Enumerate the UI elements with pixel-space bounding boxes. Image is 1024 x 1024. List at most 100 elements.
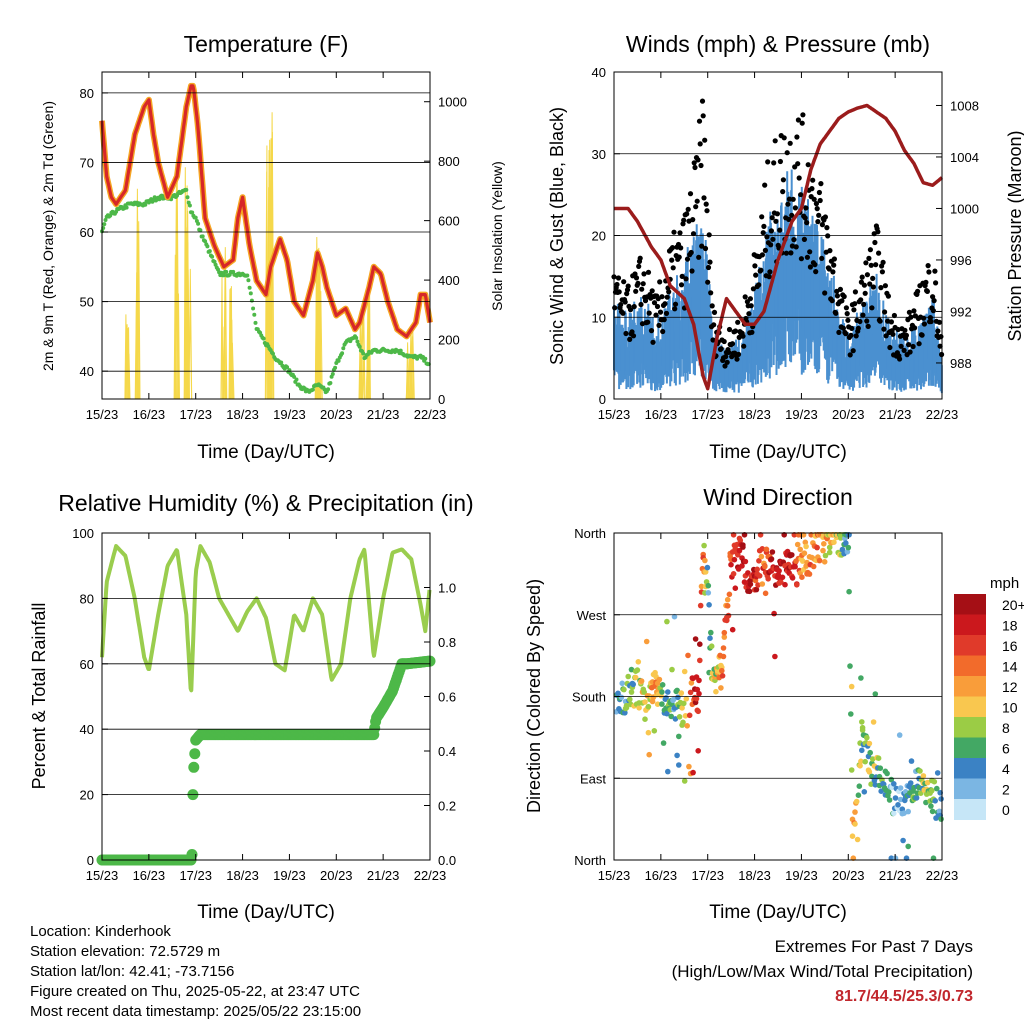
gust-point — [637, 255, 643, 261]
direction-point — [905, 808, 911, 815]
gust-point — [762, 247, 769, 253]
gust-point — [815, 219, 821, 225]
gust-point — [672, 306, 678, 312]
direction-point — [632, 674, 639, 681]
gust-point — [822, 214, 829, 220]
gust-point — [767, 269, 773, 275]
gust-point — [826, 266, 832, 272]
direction-point — [721, 629, 728, 636]
gust-point — [653, 312, 659, 318]
gust-point — [859, 274, 865, 280]
direction-point — [724, 617, 730, 624]
direction-axes: 15/23 16/23 17/23 18/23 19/23 20/23 21/23 22/23… — [572, 526, 958, 883]
direction-point — [891, 781, 897, 787]
direction-point — [681, 668, 688, 675]
gust-point — [726, 349, 732, 355]
gust-point — [933, 280, 939, 286]
gust-point — [690, 231, 697, 237]
colorbar-label: 14 — [1002, 659, 1018, 675]
gust-point — [761, 223, 767, 229]
gust-point — [857, 318, 863, 325]
direction-point — [718, 685, 724, 691]
gust-point — [702, 245, 709, 252]
y2-tick-label: 1.0 — [438, 581, 456, 596]
gust-point — [685, 206, 691, 212]
direction-point — [705, 582, 712, 589]
gust-point — [850, 348, 856, 354]
gust-point — [870, 275, 876, 281]
direction-point — [936, 808, 943, 815]
solar-insolation-spike — [230, 342, 235, 400]
direction-point — [891, 810, 897, 817]
dewpoint-point — [326, 387, 331, 392]
colorbar-swatch — [954, 758, 986, 779]
x-tick-label: 17/23 — [691, 407, 724, 422]
direction-point — [696, 690, 702, 697]
direction-point — [734, 541, 740, 548]
direction-point — [928, 803, 934, 809]
dewpoint-point — [253, 320, 258, 325]
direction-point — [934, 785, 940, 792]
gust-point — [811, 196, 817, 202]
x-tick-label: 16/23 — [133, 868, 166, 883]
gust-point — [721, 338, 727, 345]
gust-point — [676, 254, 682, 260]
direction-point — [724, 596, 731, 603]
gust-point — [772, 138, 778, 144]
y-tick-label: North — [574, 853, 606, 868]
direction-point — [656, 676, 663, 683]
direction-point — [849, 833, 856, 839]
direction-point — [867, 749, 873, 756]
gust-point — [732, 328, 739, 334]
gust-point — [671, 229, 677, 235]
solar-insolation-spike — [223, 260, 227, 400]
gust-point — [620, 310, 626, 316]
direction-point — [671, 613, 678, 620]
gust-point — [753, 272, 759, 278]
x-tick-label: 21/23 — [879, 407, 912, 422]
winds-ylabel-right: Station Pressure (Maroon) — [1005, 130, 1024, 341]
dewpoint-point — [124, 205, 129, 210]
direction-point — [938, 796, 944, 802]
gust-point — [645, 269, 652, 275]
direction-point — [762, 563, 768, 570]
gust-point — [781, 135, 787, 141]
gust-point — [788, 250, 794, 256]
dewpoint-point — [102, 222, 107, 227]
direction-title: Wind Direction — [703, 484, 853, 510]
gust-point — [678, 245, 684, 251]
direction-point — [660, 740, 667, 746]
x-tick-label: 17/23 — [691, 868, 724, 883]
direction-point — [621, 686, 627, 693]
gust-point — [816, 212, 822, 218]
dewpoint-point — [336, 358, 341, 363]
gust-point — [747, 296, 754, 302]
gust-point — [638, 301, 644, 308]
gust-point — [836, 329, 842, 335]
gust-point — [758, 267, 764, 273]
gust-point — [795, 161, 801, 167]
direction-point — [938, 816, 944, 822]
gust-point — [691, 160, 697, 166]
direction-point — [630, 681, 636, 688]
gust-point — [697, 141, 703, 147]
direction-point — [843, 540, 849, 546]
direction-point — [731, 556, 738, 563]
gust-point — [662, 301, 668, 307]
direction-point — [794, 582, 800, 588]
gust-point — [649, 288, 655, 294]
gust-point — [771, 160, 777, 166]
solar-insolation-spike — [220, 276, 224, 400]
gust-point — [723, 354, 729, 360]
gust-point — [786, 216, 792, 222]
direction-point — [681, 700, 687, 707]
humidity-xlabel: Time (Day/UTC) — [197, 902, 335, 923]
gust-point — [891, 312, 898, 319]
direction-point — [771, 610, 777, 617]
rh-line — [100, 544, 432, 693]
direction-point — [681, 778, 688, 784]
dewpoint-point — [187, 203, 192, 208]
x-tick-label: 21/23 — [367, 407, 400, 422]
gust-point — [795, 117, 802, 123]
latlon-text: Station lat/lon: 42.41; -73.7156 — [30, 963, 235, 980]
